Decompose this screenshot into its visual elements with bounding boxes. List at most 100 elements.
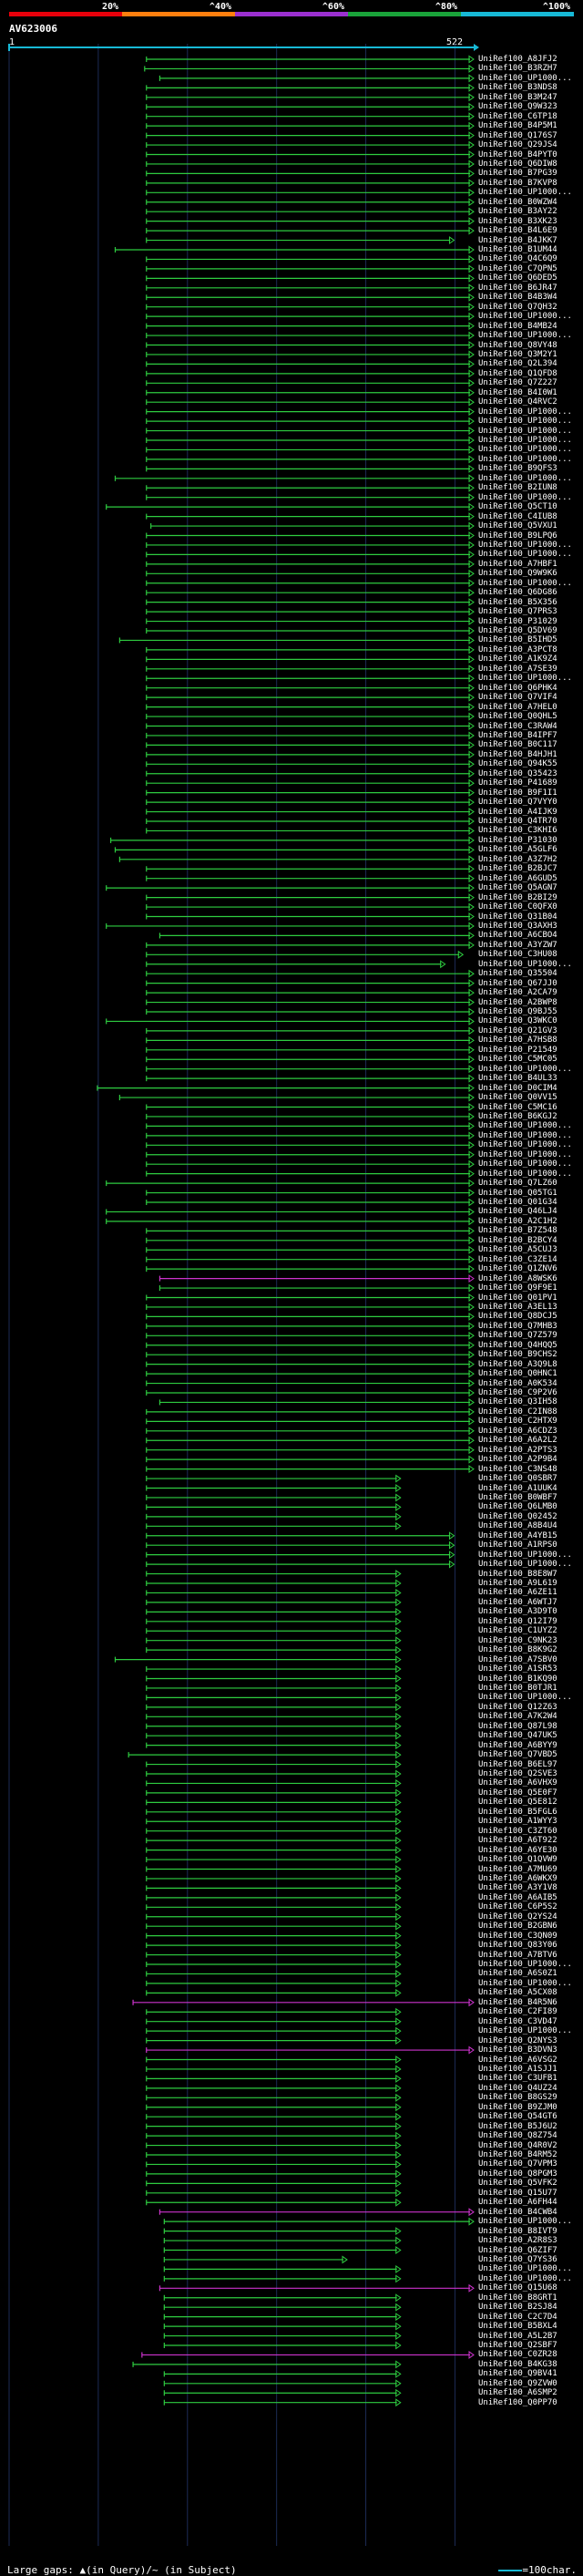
hit-label[interactable]: UniRef100_C7QPN5: [478, 263, 557, 273]
hit-label[interactable]: UniRef100_Q83Y06: [478, 1941, 557, 1951]
hit-label[interactable]: UniRef100_B9LPQ6: [478, 531, 557, 541]
hit-alignment[interactable]: [146, 1074, 475, 1083]
hit-label[interactable]: UniRef100_B4B3W4: [478, 293, 557, 303]
hit-alignment[interactable]: [146, 1808, 402, 1817]
hit-alignment[interactable]: [144, 64, 475, 73]
hit-alignment[interactable]: [146, 1817, 402, 1826]
hit-alignment[interactable]: [146, 1731, 402, 1740]
hit-alignment[interactable]: [146, 1588, 402, 1597]
hit-alignment[interactable]: [146, 1436, 475, 1445]
hit-label[interactable]: UniRef100_Q15U68: [478, 2283, 557, 2293]
hit-alignment[interactable]: [146, 2179, 402, 2188]
hit-alignment[interactable]: [146, 1026, 475, 1036]
hit-alignment[interactable]: [146, 1741, 402, 1750]
hit-alignment[interactable]: [146, 893, 475, 902]
hit-label[interactable]: UniRef100_Q5VXU1: [478, 521, 557, 531]
hit-label[interactable]: UniRef100_Q8PGM3: [478, 2169, 557, 2179]
hit-label[interactable]: UniRef100_A9L619: [478, 1579, 557, 1588]
hit-label[interactable]: UniRef100_Q01G34: [478, 1198, 557, 1207]
hit-label[interactable]: UniRef100_Q6DG86: [478, 588, 557, 598]
hit-alignment[interactable]: [114, 474, 475, 483]
hit-label[interactable]: UniRef100_Q4TR70: [478, 817, 557, 826]
hit-alignment[interactable]: [163, 2313, 402, 2322]
hit-label[interactable]: UniRef100_A7BTV6: [478, 1950, 557, 1960]
hit-alignment[interactable]: [146, 1988, 402, 1997]
hit-alignment[interactable]: [163, 2369, 402, 2378]
hit-label[interactable]: UniRef100_Q8VY48: [478, 340, 557, 350]
hit-alignment[interactable]: [146, 388, 475, 397]
hit-alignment[interactable]: [146, 1579, 402, 1588]
hit-label[interactable]: UniRef100_UP1000...: [478, 540, 572, 550]
hit-label[interactable]: UniRef100_A6FH44: [478, 2198, 557, 2208]
hit-label[interactable]: UniRef100_UP1000...: [478, 417, 572, 427]
hit-alignment[interactable]: [118, 855, 475, 864]
hit-alignment[interactable]: [146, 798, 475, 807]
hit-label[interactable]: UniRef100_C3NS48: [478, 1464, 557, 1474]
hit-alignment[interactable]: [163, 2388, 402, 2397]
hit-label[interactable]: UniRef100_B4UL33: [478, 1074, 557, 1084]
hit-alignment[interactable]: [146, 1465, 475, 1474]
hit-alignment[interactable]: [146, 303, 475, 312]
hit-label[interactable]: UniRef100_B8E8W7: [478, 1569, 557, 1579]
hit-alignment[interactable]: [146, 226, 475, 235]
hit-alignment[interactable]: [146, 1502, 402, 1511]
hit-label[interactable]: UniRef100_Q5E0F7: [478, 1788, 557, 1798]
hit-label[interactable]: UniRef100_B2GBN6: [478, 1922, 557, 1932]
hit-alignment[interactable]: [146, 1407, 475, 1417]
hit-alignment[interactable]: [146, 1598, 402, 1607]
hit-label[interactable]: UniRef100_A2CA79: [478, 988, 557, 998]
hit-alignment[interactable]: [146, 131, 475, 140]
hit-label[interactable]: UniRef100_Q9W9K6: [478, 569, 557, 579]
hit-label[interactable]: UniRef100_UP1000...: [478, 2264, 572, 2274]
hit-label[interactable]: UniRef100_UP1000...: [478, 1960, 572, 1969]
hit-alignment[interactable]: [109, 836, 475, 845]
hit-label[interactable]: UniRef100_Q5VFK2: [478, 2179, 557, 2189]
hit-label[interactable]: UniRef100_Q0QHL5: [478, 712, 557, 722]
hit-alignment[interactable]: [146, 1417, 475, 1426]
hit-label[interactable]: UniRef100_C0ZR28: [478, 2350, 557, 2360]
hit-label[interactable]: UniRef100_B4I0W1: [478, 387, 557, 397]
hit-label[interactable]: UniRef100_A3PCT8: [478, 644, 557, 654]
hit-label[interactable]: UniRef100_B1UM44: [478, 245, 557, 254]
hit-label[interactable]: UniRef100_Q12I79: [478, 1616, 557, 1626]
hit-alignment[interactable]: [132, 2360, 402, 2369]
hit-alignment[interactable]: [146, 254, 475, 263]
hit-label[interactable]: UniRef100_P31029: [478, 616, 557, 626]
hit-alignment[interactable]: [146, 1170, 475, 1179]
hit-alignment[interactable]: [146, 1379, 475, 1388]
hit-alignment[interactable]: [159, 1283, 475, 1293]
hit-label[interactable]: UniRef100_C0QFX0: [478, 902, 557, 912]
hit-label[interactable]: UniRef100_Q9BV41: [478, 2369, 557, 2379]
hit-alignment[interactable]: [146, 1760, 402, 1769]
hit-label[interactable]: UniRef100_Q2L394: [478, 359, 557, 369]
hit-alignment[interactable]: [146, 322, 475, 331]
hit-label[interactable]: UniRef100_Q6ZIF7: [478, 2245, 557, 2255]
hit-alignment[interactable]: [159, 931, 475, 940]
hit-label[interactable]: UniRef100_Q176S7: [478, 130, 557, 140]
hit-alignment[interactable]: [146, 140, 475, 149]
hit-label[interactable]: UniRef100_B0TJR1: [478, 1683, 557, 1693]
hit-alignment[interactable]: [163, 2332, 402, 2341]
hit-label[interactable]: UniRef100_Q4HQQ5: [478, 1340, 557, 1350]
hit-label[interactable]: UniRef100_Q54GT6: [478, 2112, 557, 2122]
hit-label[interactable]: UniRef100_Q9ZVW0: [478, 2378, 557, 2388]
hit-alignment[interactable]: [146, 1703, 402, 1712]
hit-alignment[interactable]: [146, 2017, 402, 2026]
hit-label[interactable]: UniRef100_Q7VYY0: [478, 798, 557, 808]
hit-label[interactable]: UniRef100_C6TP18: [478, 111, 557, 121]
hit-label[interactable]: UniRef100_B3AY22: [478, 207, 557, 217]
hit-label[interactable]: UniRef100_A3EL13: [478, 1302, 557, 1312]
hit-label[interactable]: UniRef100_UP1000...: [478, 445, 572, 455]
hit-label[interactable]: UniRef100_A2P9B4: [478, 1455, 557, 1465]
hit-alignment[interactable]: [146, 703, 475, 712]
hit-label[interactable]: UniRef100_B4P5M1: [478, 121, 557, 131]
hit-label[interactable]: UniRef100_A1WYY3: [478, 1817, 557, 1827]
hit-label[interactable]: UniRef100_Q4C6Q9: [478, 254, 557, 264]
hit-alignment[interactable]: [146, 864, 475, 873]
hit-label[interactable]: UniRef100_B8K9G2: [478, 1645, 557, 1655]
hit-label[interactable]: UniRef100_P41689: [478, 778, 557, 788]
hit-alignment[interactable]: [146, 2141, 402, 2150]
hit-label[interactable]: UniRef100_A6ZE11: [478, 1588, 557, 1598]
hit-alignment[interactable]: [146, 427, 475, 436]
hit-label[interactable]: UniRef100_Q4RVC2: [478, 397, 557, 407]
